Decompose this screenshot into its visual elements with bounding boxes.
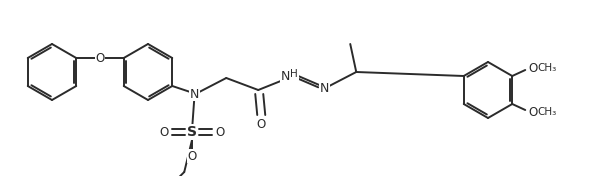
Text: S: S xyxy=(187,125,197,139)
Text: N: N xyxy=(189,87,199,100)
Text: O: O xyxy=(528,61,538,74)
Text: O: O xyxy=(160,125,169,139)
Text: N: N xyxy=(320,81,329,95)
Text: O: O xyxy=(96,52,105,64)
Text: O: O xyxy=(528,105,538,118)
Text: O: O xyxy=(216,125,225,139)
Text: H: H xyxy=(290,69,298,79)
Text: CH₃: CH₃ xyxy=(537,107,557,117)
Text: CH₃: CH₃ xyxy=(537,63,557,73)
Text: N: N xyxy=(280,70,290,83)
Text: O: O xyxy=(188,149,197,162)
Text: O: O xyxy=(257,118,266,131)
